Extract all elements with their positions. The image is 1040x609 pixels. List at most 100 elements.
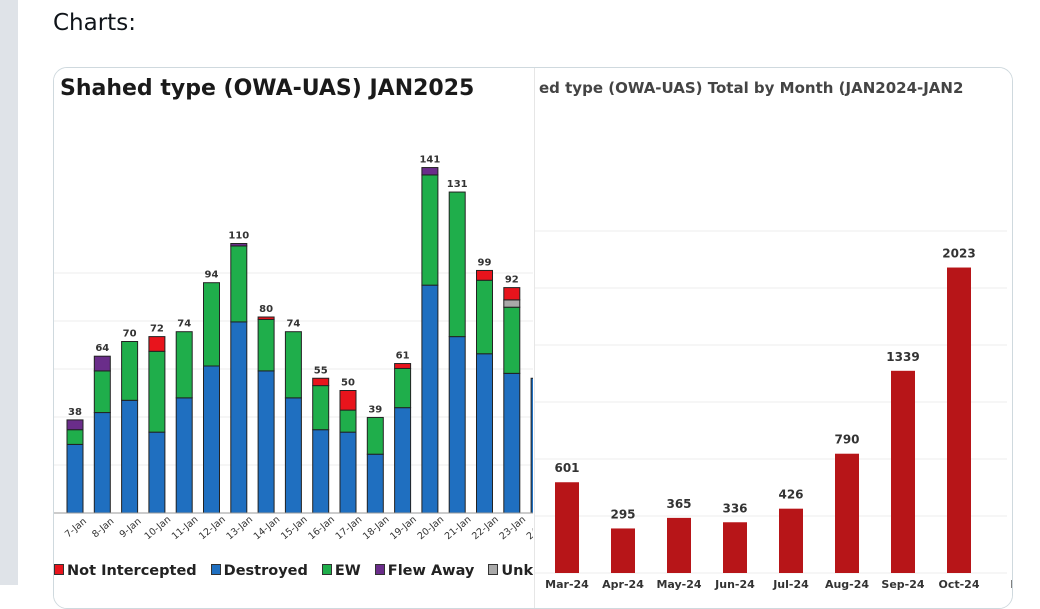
bar-segment-flew_away xyxy=(93,355,111,372)
legend-swatch xyxy=(54,564,64,575)
bar-segment-destroyed xyxy=(394,407,412,514)
data-label: 61 xyxy=(396,351,410,362)
bar-segment-not_intercepted xyxy=(148,336,166,352)
legend-item: Not Intercepted xyxy=(54,563,197,579)
bar-segment-ew xyxy=(339,409,357,433)
data-label: 38 xyxy=(68,407,82,418)
data-label: 70 xyxy=(123,329,137,340)
monthly-chart-title: ed type (OWA-UAS) Total by Month (JAN202… xyxy=(539,79,964,97)
x-tick-label: 9-Jan xyxy=(118,516,144,540)
bar-segment-destroyed xyxy=(448,336,466,514)
data-label: 99 xyxy=(478,257,492,268)
bar-segment-destroyed xyxy=(339,431,357,514)
x-tick-label: 21-Jan xyxy=(443,514,474,542)
post-heading: Charts: xyxy=(53,10,136,36)
bar-segment-flew_away xyxy=(230,243,248,247)
bar-segment-destroyed xyxy=(503,372,521,514)
bar xyxy=(611,528,635,573)
legend-label: Unknow xyxy=(501,563,533,579)
bar-segment-ew xyxy=(175,331,193,399)
data-label: 74 xyxy=(177,319,191,330)
x-tick-label: 18-Jan xyxy=(361,514,392,542)
legend-label: Flew Away xyxy=(387,563,475,579)
x-tick-label: 20-Jan xyxy=(416,514,447,542)
x-tick-label: 17-Jan xyxy=(334,514,365,542)
data-label: 92 xyxy=(505,275,519,286)
media-card[interactable]: Shahed type (OWA-UAS) JAN2025 38 7-Jan 64 8… xyxy=(53,67,1013,609)
legend-label: Not Intercepted xyxy=(67,563,197,579)
data-label: 64 xyxy=(95,343,109,354)
x-tick-label: 11-Jan xyxy=(170,514,201,542)
x-tick-label: 16-Jan xyxy=(306,514,337,542)
data-label: 80 xyxy=(259,304,273,315)
data-label: 141 xyxy=(419,155,440,166)
bar-segment-ew xyxy=(312,385,330,431)
bar-segment-destroyed xyxy=(66,443,84,514)
bar-segment-destroyed xyxy=(175,397,193,514)
data-label: 50 xyxy=(341,378,355,389)
bar-segment-not_intercepted xyxy=(339,390,357,411)
bar-segment-ew xyxy=(284,331,302,399)
daily-chart-legend: Not Intercepted Destroyed EW Flew Away Unkno… xyxy=(54,563,533,579)
bar-segment-ew xyxy=(66,429,84,445)
legend-item: EW xyxy=(321,563,361,579)
bar xyxy=(723,522,747,573)
legend-swatch xyxy=(321,564,332,575)
x-tick-label: 24-Jan xyxy=(525,514,533,542)
bar-segment-destroyed xyxy=(230,321,248,514)
data-label: 365 xyxy=(666,497,691,511)
x-tick-label: 12-Jan xyxy=(197,514,228,542)
bar-segment-destroyed xyxy=(284,397,302,514)
legend-label: Destroyed xyxy=(223,563,308,579)
bar-segment-flew_away xyxy=(66,419,84,431)
bar-segment-destroyed xyxy=(203,365,220,514)
monthly-chart: 601Mar-24295Apr-24365May-24336Jun-24426J… xyxy=(535,230,1012,591)
legend-swatch xyxy=(374,564,385,575)
thread-line xyxy=(0,0,18,585)
bar xyxy=(555,482,579,573)
x-tick-label: 13-Jan xyxy=(224,514,255,542)
bar-segment-unknown xyxy=(503,299,521,308)
bar-segment-ew xyxy=(93,370,111,414)
bar-segment-not_intercepted xyxy=(257,316,275,320)
data-label: 39 xyxy=(368,404,382,415)
data-label: 790 xyxy=(834,433,859,447)
data-label: 94 xyxy=(205,270,219,281)
x-tick-label: 22-Jan xyxy=(470,514,501,542)
data-label: 131 xyxy=(447,179,468,190)
bar-segment-destroyed xyxy=(312,429,330,514)
bar-segment-ew xyxy=(366,416,384,455)
monthly-chart-image[interactable]: ed type (OWA-UAS) Total by Month (JAN202… xyxy=(534,68,1012,608)
x-tick-label: 14-Jan xyxy=(252,514,283,542)
bar-segment-flew_away xyxy=(421,167,439,176)
data-label: 74 xyxy=(286,319,300,330)
data-label: 601 xyxy=(554,461,579,475)
bar-segment-ew xyxy=(121,341,139,401)
daily-chart-image[interactable]: Shahed type (OWA-UAS) JAN2025 38 7-Jan 64 8… xyxy=(54,68,533,608)
legend-label: EW xyxy=(334,563,361,579)
data-label: 295 xyxy=(610,507,635,521)
daily-chart-title: Shahed type (OWA-UAS) JAN2025 xyxy=(60,76,475,101)
bar-segment-destroyed xyxy=(257,370,275,514)
x-tick-label: 19-Jan xyxy=(388,514,419,542)
bar-segment-ew xyxy=(476,279,493,355)
data-label: 336 xyxy=(722,501,747,515)
bar-segment-destroyed xyxy=(421,284,439,514)
data-label: 426 xyxy=(778,488,803,502)
x-tick-label: 7-Jan xyxy=(63,516,89,540)
x-tick-label: 23-Jan xyxy=(497,514,528,542)
x-tick-label: 8-Jan xyxy=(90,516,116,540)
data-label: 55 xyxy=(314,365,328,376)
data-label: 72 xyxy=(150,324,164,335)
bar-segment-destroyed xyxy=(148,431,166,514)
bar-segment-not_intercepted xyxy=(476,269,493,281)
bar-segment-ew xyxy=(230,245,248,323)
bar-segment-destroyed xyxy=(476,353,493,514)
bar-segment-not_intercepted xyxy=(503,287,521,301)
bar-segment-ew xyxy=(257,318,275,372)
data-label: 2023 xyxy=(942,247,975,261)
bar-segment-ew xyxy=(203,282,220,367)
bar-segment-not_intercepted xyxy=(394,363,412,369)
data-label: 1339 xyxy=(886,350,919,364)
x-tick-label: 15-Jan xyxy=(279,514,310,542)
